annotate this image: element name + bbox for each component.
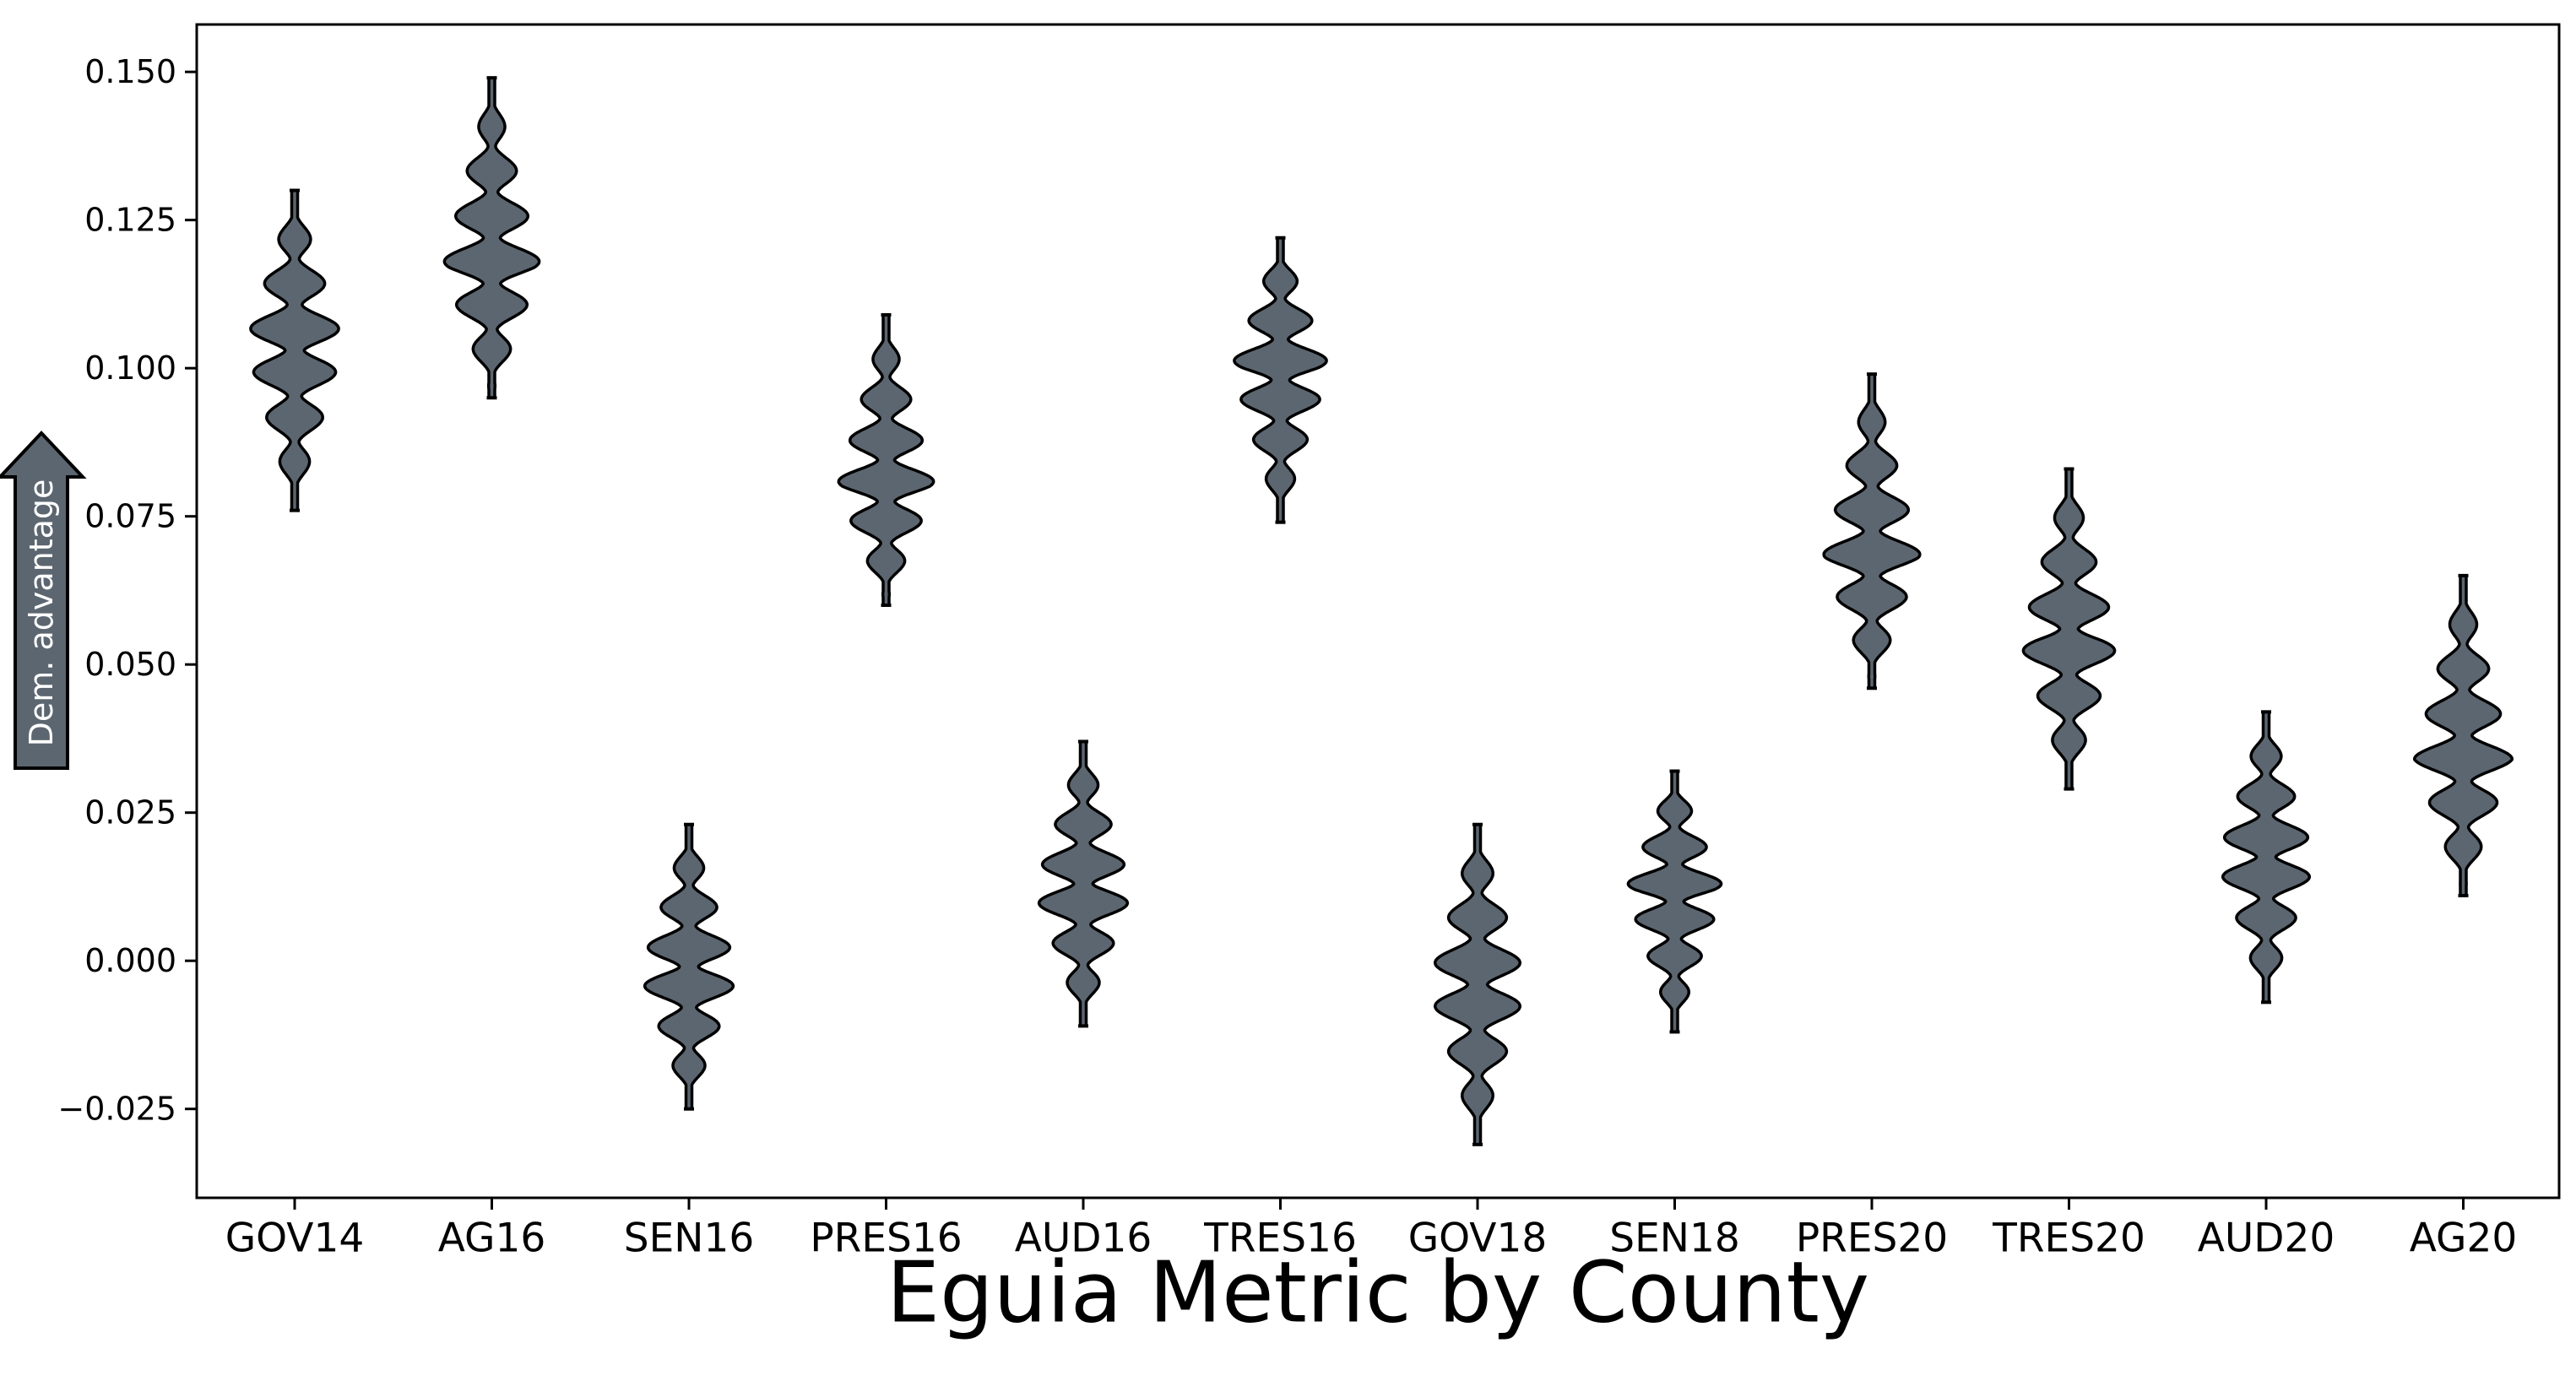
x-tick-label: GOV18 (1408, 1216, 1548, 1262)
x-tick-label: PRES16 (810, 1216, 962, 1262)
x-tick-label: GOV14 (225, 1216, 365, 1262)
y-axis-label-arrow: Dem. advantage (0, 431, 87, 770)
chart-title: Eguia Metric by County (887, 1243, 1869, 1341)
violins-group (249, 76, 2514, 1146)
x-tick-label: AG20 (2410, 1216, 2518, 1262)
y-tick-label: 0.025 (84, 794, 176, 831)
x-tick-label: SEN18 (1609, 1216, 1740, 1262)
x-tick-label: SEN16 (624, 1216, 755, 1262)
y-tick-label: 0.050 (84, 646, 176, 683)
y-tick-label: 0.125 (84, 202, 176, 239)
y-tick-label: 0.150 (84, 53, 176, 90)
x-tick-label: TRES20 (1992, 1216, 2145, 1262)
y-tick-label: 0.075 (84, 498, 176, 535)
y-axis-label: Dem. advantage (23, 479, 60, 747)
y-tick-label: 0.000 (84, 942, 176, 979)
x-axis: GOV14 AG16 SEN16 PRES16 AUD16 TRES16 GOV18 SEN1… (225, 1198, 2518, 1262)
x-tick-label: AG16 (438, 1216, 546, 1262)
y-axis: −0.025 0.000 0.025 0.050 0.075 0.100 0.125 0.15… (57, 53, 197, 1128)
plot-area-frame (195, 23, 2561, 1200)
y-tick-label: −0.025 (57, 1091, 176, 1128)
x-tick-label: AUD16 (1015, 1216, 1152, 1262)
x-tick-label: AUD20 (2198, 1216, 2335, 1262)
x-tick-label: PRES20 (1796, 1216, 1948, 1262)
up-arrow-icon (0, 431, 87, 770)
y-tick-label: 0.100 (84, 349, 176, 387)
x-tick-label: TRES16 (1203, 1216, 1357, 1262)
